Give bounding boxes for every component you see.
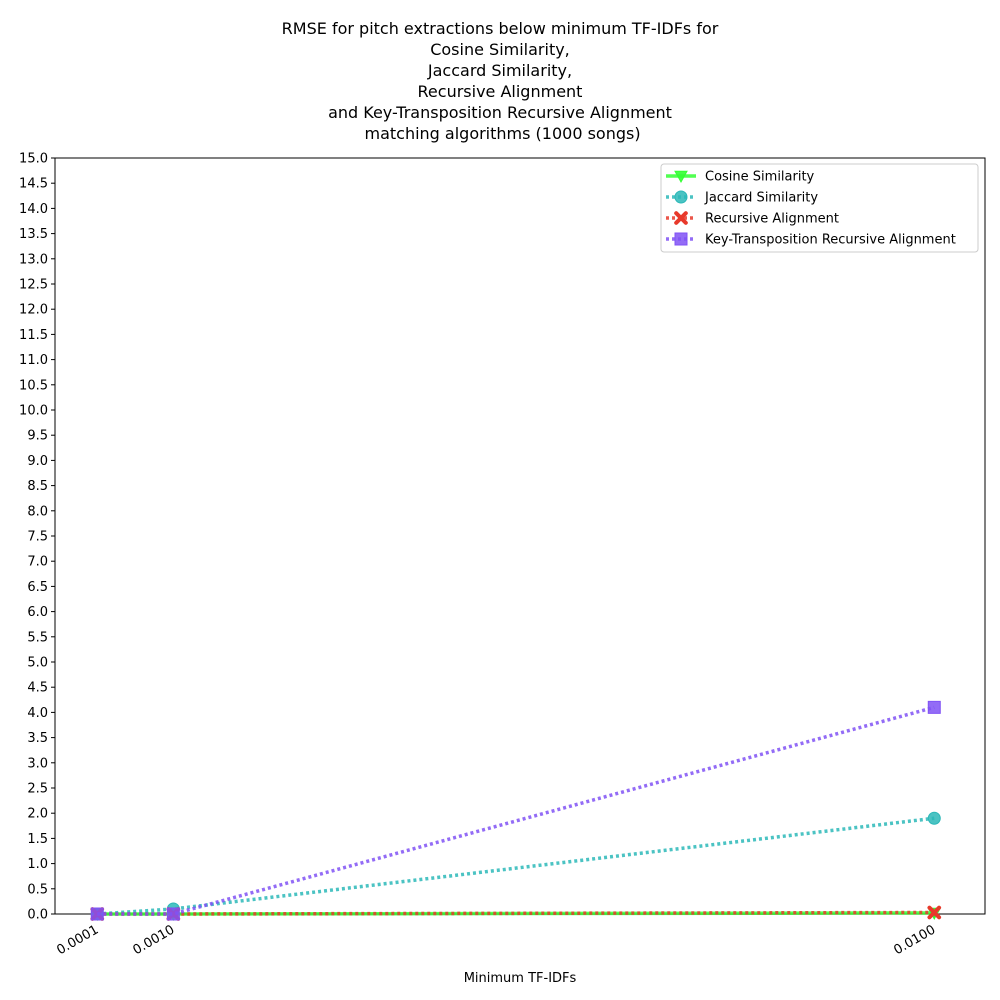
y-tick-label: 5.0 (27, 656, 48, 671)
data-point (166, 907, 180, 921)
y-tick-label: 1.5 (27, 832, 48, 847)
y-tick-label: 2.5 (27, 782, 48, 797)
data-point (927, 811, 941, 825)
y-tick-label: 9.5 (27, 429, 48, 444)
y-tick-label: 10.0 (19, 404, 48, 419)
y-tick-label: 14.0 (19, 202, 48, 217)
y-tick-label: 3.5 (27, 731, 48, 746)
chart-title-line: matching algorithms (1000 songs) (359, 124, 640, 143)
legend-label: Key-Transposition Recursive Alignment (705, 233, 956, 248)
plot-frame (54, 157, 986, 915)
data-point (90, 907, 104, 921)
y-tick-label: 12.0 (19, 303, 48, 318)
chart-title-line: and Key-Transposition Recursive Alignmen… (328, 103, 672, 122)
y-tick-label: 6.0 (27, 605, 48, 620)
legend-label: Jaccard Similarity (704, 191, 818, 206)
chart-title-line: Cosine Similarity, (430, 40, 570, 59)
series-line (97, 911, 935, 916)
y-tick-label: 0.5 (27, 882, 48, 897)
legend-marker (674, 211, 688, 225)
chart-title-line: RMSE for pitch extractions below minimum… (282, 19, 719, 38)
series-line (97, 705, 935, 916)
legend-marker (674, 190, 688, 204)
y-tick-label: 5.5 (27, 630, 48, 645)
y-tick-label: 15.0 (19, 152, 48, 167)
legend-label: Recursive Alignment (705, 212, 839, 227)
y-tick-label: 3.0 (27, 756, 48, 771)
legend: Cosine Similarity Jaccard Similarity Recur… (660, 163, 979, 253)
legend-item: Jaccard Similarity (666, 190, 818, 206)
series-key-transposition-recursive-alignment (90, 700, 941, 921)
y-tick-label: 0.0 (27, 908, 48, 923)
x-tick-label: 0.0100 (891, 922, 938, 958)
data-point (927, 700, 941, 714)
y-tick-label: 7.0 (27, 555, 48, 570)
legend-box (660, 163, 979, 253)
series-jaccard-similarity (90, 811, 941, 921)
legend-marker (674, 232, 688, 246)
data-point (927, 905, 942, 920)
y-tick-label: 2.0 (27, 807, 48, 822)
legend-item: Key-Transposition Recursive Alignment (666, 232, 956, 248)
legend-item: Cosine Similarity (666, 170, 815, 185)
y-tick-label: 1.0 (27, 857, 48, 872)
y-tick-label: 14.5 (19, 177, 48, 192)
y-tick-label: 6.5 (27, 580, 48, 595)
y-tick-label: 11.0 (19, 353, 48, 368)
series-layer (90, 700, 942, 922)
y-tick-label: 11.5 (19, 328, 48, 343)
y-tick-label: 9.0 (27, 454, 48, 469)
y-tick-label: 13.0 (19, 252, 48, 267)
chart-title: RMSE for pitch extractions below minimum… (282, 19, 719, 143)
y-tick-label: 10.5 (19, 378, 48, 393)
legend-item: Recursive Alignment (666, 211, 839, 227)
y-tick-label: 12.5 (19, 278, 48, 293)
y-tick-label: 8.0 (27, 504, 48, 519)
x-tick-label: 0.0010 (130, 922, 177, 958)
chart-title-line: Recursive Alignment (418, 82, 583, 101)
y-tick-label: 4.0 (27, 706, 48, 721)
chart-title-line: Jaccard Similarity, (427, 61, 572, 80)
legend-marker (674, 170, 688, 184)
x-tick-label: 0.0001 (54, 922, 101, 958)
y-tick-label: 8.5 (27, 479, 48, 494)
plot-area (54, 157, 986, 915)
legend-label: Cosine Similarity (705, 170, 815, 185)
y-tick-label: 4.5 (27, 681, 48, 696)
x-axis-label: Minimum TF-IDFs (464, 971, 577, 986)
y-axis-ticks: 0.0 0.5 1.0 1.5 2.0 2.5 3.0 3.5 4.0 4.5 5.0 5.5 6.0 6… (19, 152, 55, 923)
x-axis-ticks: 0.0001 0.0010 0.0100 (54, 914, 938, 958)
y-tick-label: 13.5 (19, 227, 48, 242)
y-tick-label: 7.5 (27, 530, 48, 545)
